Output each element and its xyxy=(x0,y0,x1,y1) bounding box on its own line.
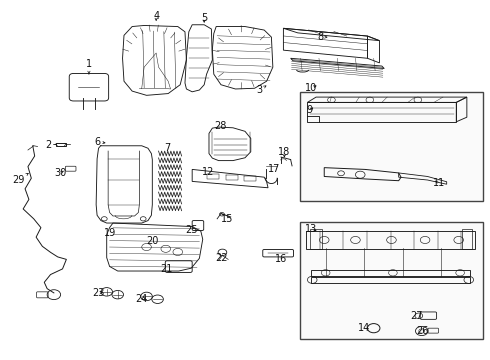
Text: 27: 27 xyxy=(411,311,423,321)
Text: 6: 6 xyxy=(95,137,105,147)
Text: 18: 18 xyxy=(278,148,291,157)
Text: 8: 8 xyxy=(318,32,327,42)
Text: 21: 21 xyxy=(160,264,172,274)
Bar xyxy=(311,277,470,283)
Text: 19: 19 xyxy=(103,228,116,238)
Text: 11: 11 xyxy=(433,178,445,188)
Text: 22: 22 xyxy=(216,253,228,263)
Text: 23: 23 xyxy=(92,288,105,298)
Bar xyxy=(300,92,483,201)
Text: 30: 30 xyxy=(54,168,66,178)
Text: 15: 15 xyxy=(220,214,233,224)
Text: 12: 12 xyxy=(202,167,214,177)
Bar xyxy=(310,229,322,249)
Text: 28: 28 xyxy=(214,121,226,131)
Text: 10: 10 xyxy=(305,82,318,93)
Text: 25: 25 xyxy=(185,225,197,235)
Text: 9: 9 xyxy=(307,105,313,115)
Text: 17: 17 xyxy=(268,165,280,174)
Text: 13: 13 xyxy=(305,224,318,234)
Text: 24: 24 xyxy=(136,294,148,304)
Bar xyxy=(311,270,470,276)
Text: 29: 29 xyxy=(12,174,28,185)
Bar xyxy=(462,229,472,249)
Text: 3: 3 xyxy=(256,85,266,95)
Bar xyxy=(300,222,483,339)
Text: 16: 16 xyxy=(275,255,287,264)
Bar xyxy=(56,143,66,146)
Text: 1: 1 xyxy=(86,59,92,74)
Text: 20: 20 xyxy=(147,236,159,246)
Text: 2: 2 xyxy=(45,140,51,150)
Text: 26: 26 xyxy=(416,326,429,336)
Text: 5: 5 xyxy=(201,13,207,23)
Text: 14: 14 xyxy=(358,323,370,333)
Text: 4: 4 xyxy=(153,11,159,21)
Text: 7: 7 xyxy=(164,143,171,153)
